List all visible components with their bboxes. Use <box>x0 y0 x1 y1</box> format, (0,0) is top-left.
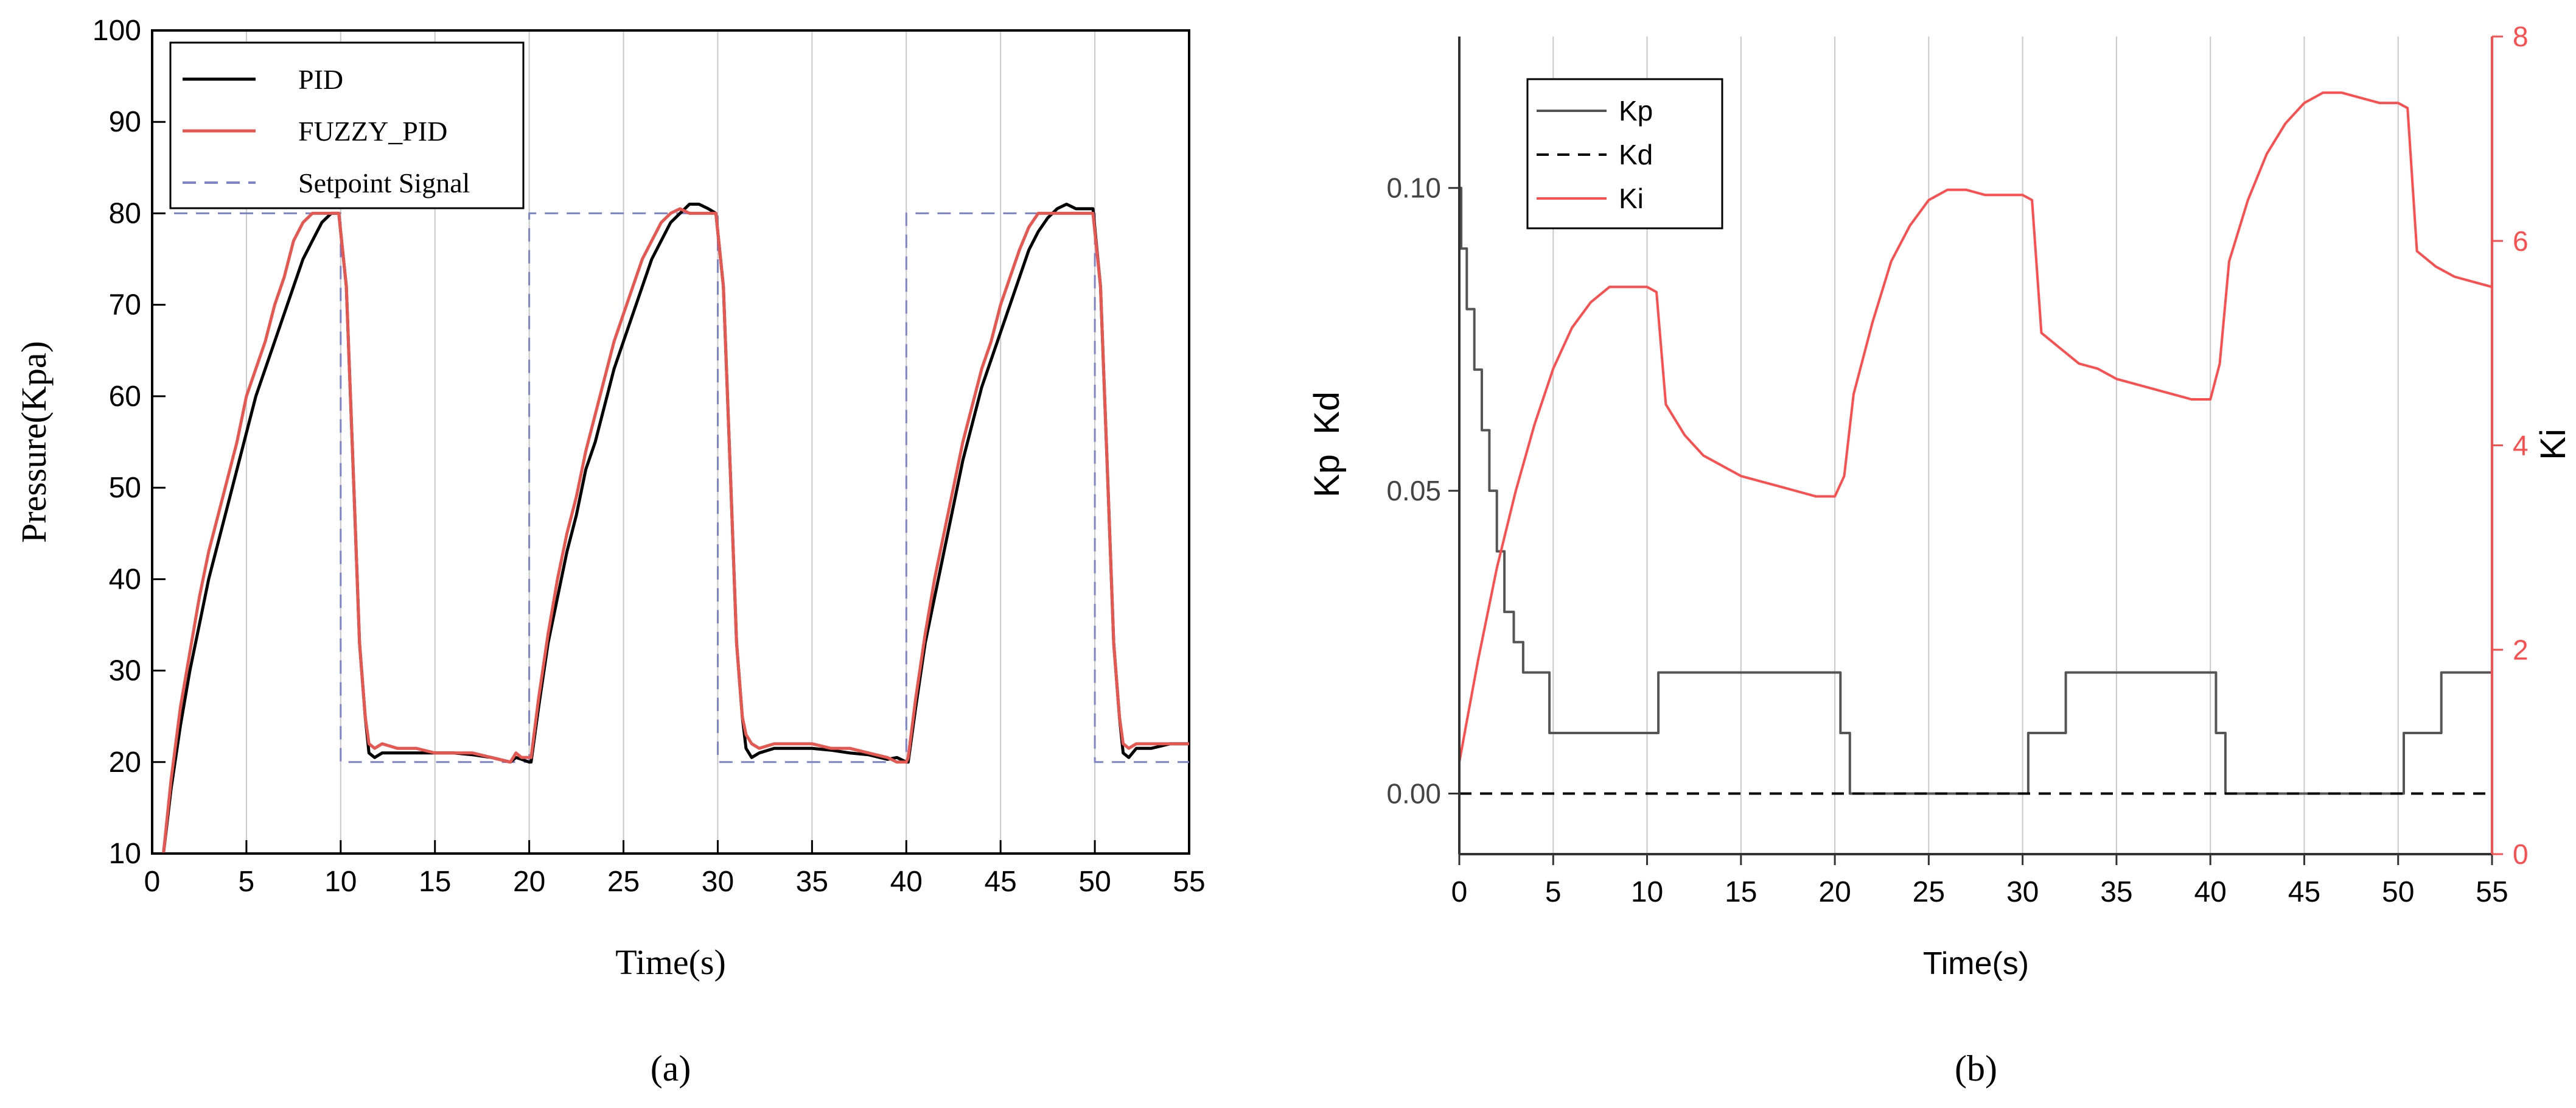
panel-b-series <box>1458 91 2493 795</box>
panel-a-series-pid <box>162 202 1189 854</box>
panel-b-x-tick-label: 50 <box>2382 876 2414 908</box>
panel-b-series-ki <box>1458 91 2493 763</box>
panel-b-x-axis-label: Time(s) <box>1923 946 2029 981</box>
panel-b-x-tick-label: 35 <box>2100 876 2132 908</box>
panel-b-x-tick-label: 30 <box>2006 876 2039 908</box>
panel-a-y-tick-label: 20 <box>109 746 141 779</box>
panel-b-x-tick-label: 0 <box>1451 876 1468 908</box>
panel-b-y-axis-label: Kp Kd <box>1307 391 1347 497</box>
panel-b-legend-label: Kp <box>1619 95 1653 127</box>
panel-b: 0 5 10 15 20 25 30 35 40 45 50 55 0.00 0.05 0.10 0 2 4 6… <box>1307 21 2573 1089</box>
panel-a-legend: PID FUZZY_PID Setpoint Signal <box>169 41 525 209</box>
panel-a-x-tick-label: 5 <box>239 866 255 898</box>
panel-b-x-ticks: 0 5 10 15 20 25 30 35 40 45 50 55 <box>1451 854 2508 908</box>
panel-a-label: (a) <box>651 1048 691 1089</box>
panel-a-x-tick-label: 15 <box>419 866 451 898</box>
panel-b-x-tick-label: 25 <box>1913 876 1945 908</box>
panel-a-x-axis-label: Time(s) <box>615 942 726 982</box>
panel-a-x-tick-label: 25 <box>607 866 640 898</box>
panel-b-y-tick-label: 0.10 <box>1386 172 1441 204</box>
panel-b-y-ticks: 0.00 0.05 0.10 <box>1386 172 1459 810</box>
panel-a-legend-label: FUZZY_PID <box>298 116 447 147</box>
panel-b-y2-tick-label: 4 <box>2513 430 2529 461</box>
panel-a-x-tick-label: 10 <box>324 866 357 898</box>
panel-b-legend: Kp Kd Ki <box>1526 78 1723 230</box>
panel-a-legend-label: PID <box>298 64 343 95</box>
panel-b-y2-tick-label: 0 <box>2513 838 2529 870</box>
panel-b-legend-label: Ki <box>1619 183 1644 214</box>
panel-a-series <box>152 202 1189 854</box>
panel-b-x-tick-label: 55 <box>2476 876 2508 908</box>
panel-a-y-tick-label: 60 <box>109 380 141 413</box>
panel-b-x-tick-label: 45 <box>2288 876 2320 908</box>
panel-b-y2-tick-label: 2 <box>2513 634 2529 665</box>
panel-a-y-tick-label: 90 <box>109 106 141 138</box>
panel-a-x-tick-label: 55 <box>1173 866 1205 898</box>
panel-a-x-ticks: 0 5 10 15 20 25 30 35 40 45 50 55 <box>144 840 1206 898</box>
panel-a-y-ticks: 10 20 30 40 50 60 70 80 90 100 <box>92 15 166 870</box>
panel-a-y-tick-label: 30 <box>109 655 141 687</box>
panel-a-y-tick-label: 50 <box>109 472 141 504</box>
panel-b-x-tick-label: 15 <box>1725 876 1757 908</box>
panel-a-series-fuzzy-pid <box>162 207 1189 854</box>
panel-a-x-tick-label: 0 <box>144 866 161 898</box>
panel-b-y2-tick-label: 8 <box>2513 21 2529 52</box>
panel-a-x-tick-label: 20 <box>513 866 545 898</box>
panel-b-x-tick-label: 20 <box>1818 876 1851 908</box>
panel-b-x-tick-label: 40 <box>2194 876 2226 908</box>
panel-a-x-tick-label: 45 <box>984 866 1016 898</box>
panel-a-x-tick-label: 50 <box>1078 866 1111 898</box>
panel-a-x-tick-label: 40 <box>890 866 923 898</box>
panel-b-legend-label: Kd <box>1619 139 1653 170</box>
panel-b-y2-axis-label: Ki <box>2533 429 2573 460</box>
panel-b-y2-tick-label: 6 <box>2513 225 2529 257</box>
panel-b-series-kp <box>1459 186 2492 795</box>
panel-b-x-tick-label: 10 <box>1631 876 1663 908</box>
panel-a-plot-frame <box>151 29 1190 855</box>
panel-b-label: (b) <box>1955 1048 1997 1089</box>
panel-a-legend-box <box>169 41 525 209</box>
panel-a-x-tick-label: 35 <box>796 866 828 898</box>
panel-a-series-setpoint-signal <box>152 212 1189 763</box>
panel-a-x-tick-label: 30 <box>702 866 734 898</box>
panel-b-y-tick-label: 0.00 <box>1386 778 1441 810</box>
panel-a-y-tick-label: 80 <box>109 197 141 230</box>
panel-a-y-tick-label: 70 <box>109 289 141 321</box>
panel-a-y-tick-label: 10 <box>109 838 141 870</box>
panel-a-y-axis-label: Pressure(Kpa) <box>14 341 54 543</box>
panel-b-y2-ticks: 0 2 4 6 8 <box>2492 21 2529 870</box>
panel-a-y-tick-label: 100 <box>92 15 141 47</box>
panel-a-legend-label: Setpoint Signal <box>298 167 470 198</box>
panel-b-y-tick-label: 0.05 <box>1386 475 1441 507</box>
panel-b-x-tick-label: 5 <box>1545 876 1562 908</box>
panel-a: 0 5 10 15 20 25 30 35 40 45 50 55 10 20 30 40 50 60 70 80 9… <box>14 15 1206 1089</box>
panel-a-y-tick-label: 40 <box>109 563 141 595</box>
